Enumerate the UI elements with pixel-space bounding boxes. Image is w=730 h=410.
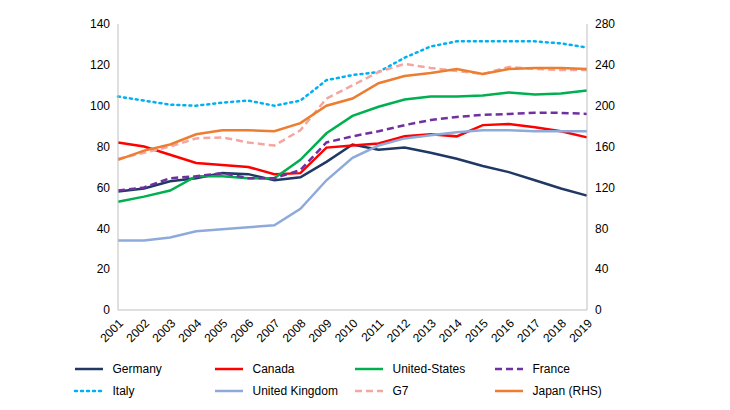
svg-text:2011: 2011 — [359, 316, 387, 344]
svg-text:2017: 2017 — [514, 316, 543, 345]
svg-text:2003: 2003 — [149, 316, 178, 345]
svg-text:240: 240 — [595, 58, 615, 72]
svg-text:20: 20 — [97, 262, 111, 276]
svg-text:40: 40 — [595, 262, 609, 276]
html-text:United Kingdom: United Kingdom — [252, 384, 338, 398]
svg-text:2014: 2014 — [436, 316, 465, 345]
svg-text:2007: 2007 — [254, 316, 283, 345]
svg-text:2016: 2016 — [488, 316, 517, 345]
svg-text:120: 120 — [595, 181, 615, 195]
html-text:Italy: Italy — [112, 384, 135, 398]
svg-text:2001: 2001 — [97, 316, 126, 345]
svg-text:40: 40 — [97, 222, 111, 236]
svg-text:60: 60 — [97, 181, 111, 195]
svg-text:2018: 2018 — [540, 316, 569, 345]
svg-text:2013: 2013 — [410, 316, 439, 345]
svg-text:0: 0 — [103, 303, 110, 317]
svg-text:2015: 2015 — [462, 316, 491, 345]
html-text:Canada: Canada — [252, 362, 295, 376]
svg-text:2009: 2009 — [306, 316, 335, 345]
svg-text:2008: 2008 — [280, 316, 309, 345]
svg-text:80: 80 — [97, 140, 111, 154]
svg-text:2002: 2002 — [123, 316, 152, 345]
svg-text:0: 0 — [595, 303, 602, 317]
svg-text:100: 100 — [90, 99, 110, 113]
svg-text:2010: 2010 — [332, 316, 361, 345]
svg-text:120: 120 — [90, 58, 110, 72]
svg-text:2006: 2006 — [228, 316, 257, 345]
svg-text:140: 140 — [90, 17, 110, 31]
svg-text:2012: 2012 — [384, 316, 413, 345]
html-text:Germany: Germany — [112, 362, 162, 376]
html-text:G7: G7 — [392, 384, 409, 398]
svg-text:80: 80 — [595, 222, 609, 236]
html-text:United-States: United-States — [392, 362, 466, 376]
svg-text:160: 160 — [595, 140, 615, 154]
svg-text:2004: 2004 — [176, 316, 205, 345]
svg-text:2005: 2005 — [202, 316, 231, 345]
svg-text:2019: 2019 — [566, 316, 595, 345]
html-text:France: France — [532, 362, 570, 376]
svg-text:200: 200 — [595, 99, 615, 113]
svg-text:280: 280 — [595, 17, 615, 31]
html-text:Japan (RHS): Japan (RHS) — [532, 384, 602, 398]
